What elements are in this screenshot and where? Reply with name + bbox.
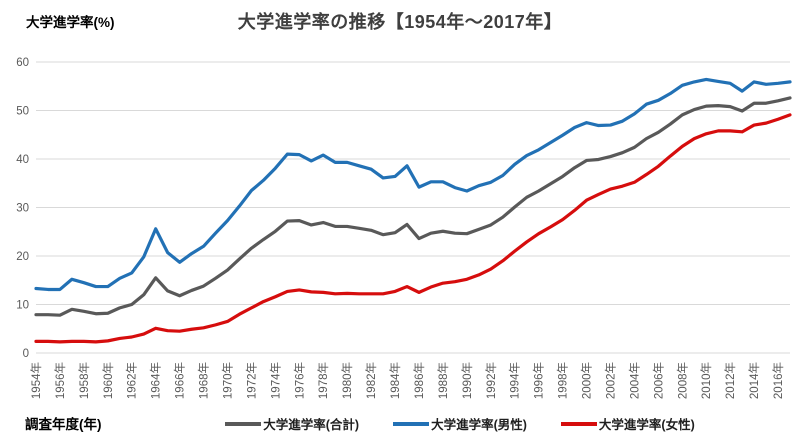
- legend-label-male: 大学進学率(男性): [431, 418, 527, 432]
- x-axis-title: 調査年度(年): [25, 417, 102, 432]
- legend: 大学進学率(合計) 大学進学率(男性) 大学進学率(女性): [120, 414, 800, 433]
- x-tick-label: 1962年: [125, 362, 139, 399]
- x-tick-label: 2012年: [723, 362, 737, 399]
- x-tick-label: 2010年: [699, 362, 713, 399]
- y-axis-title: 大学進学率(%): [26, 15, 115, 30]
- x-tick-label: 2002年: [603, 362, 617, 399]
- y-tick-label: 0: [23, 348, 29, 360]
- x-tick-label: 1986年: [412, 362, 426, 399]
- y-tick-label: 10: [16, 300, 29, 312]
- x-tick-label: 1980年: [340, 362, 354, 399]
- x-tick-label: 1960年: [101, 362, 115, 399]
- series-line-female: [34, 113, 792, 344]
- legend-label-total: 大学進学率(合計): [263, 418, 360, 432]
- x-tick-label: 2008年: [675, 362, 689, 399]
- x-tick-label: 2004年: [627, 362, 641, 399]
- x-tick-label: 1996年: [532, 362, 546, 399]
- x-tick-label: 1984年: [388, 362, 402, 399]
- legend-swatch-female: [560, 421, 597, 426]
- y-tick-label: 60: [16, 57, 29, 69]
- x-tick-label: 1958年: [77, 362, 91, 399]
- x-tick-label: 2016年: [771, 362, 785, 399]
- x-tick-label: 1988年: [436, 362, 450, 399]
- series-line-male: [34, 77, 792, 292]
- x-tick-label: 1992年: [484, 362, 498, 399]
- x-tick-label: 1956年: [53, 362, 67, 399]
- x-tick-label: 2006年: [651, 362, 665, 399]
- x-tick-label: 1982年: [364, 362, 378, 399]
- x-tick-label: 1978年: [316, 362, 330, 399]
- y-tick-label: 30: [16, 203, 29, 215]
- x-tick-label: 1970年: [220, 362, 234, 399]
- legend-label-female: 大学進学率(女性): [598, 418, 695, 432]
- x-tick-label: 1990年: [460, 362, 474, 399]
- y-tick-label: 50: [16, 106, 29, 118]
- legend-item-total: 大学進学率(合計): [225, 414, 359, 433]
- legend-swatch-male: [393, 421, 430, 426]
- y-tick-label: 20: [16, 251, 29, 263]
- x-tick-label: 1994年: [508, 362, 522, 399]
- legend-item-female: 大学進学率(女性): [560, 414, 695, 433]
- x-tick-label: 1968年: [197, 362, 211, 399]
- y-tick-label: 40: [16, 154, 29, 166]
- x-tick-label: 1954年: [29, 362, 43, 399]
- legend-item-male: 大学進学率(男性): [393, 414, 527, 433]
- x-tick-label: 1998年: [556, 362, 570, 399]
- x-tick-label: 1966年: [173, 362, 187, 399]
- x-tick-label: 1974年: [268, 362, 282, 399]
- legend-swatch-total: [225, 421, 262, 426]
- x-tick-label: 2000年: [580, 362, 594, 399]
- x-tick-label: 1964年: [149, 362, 163, 399]
- chart-title: 大学進学率の推移【1954年～2017年】: [237, 12, 563, 32]
- x-tick-label: 1976年: [292, 362, 306, 399]
- x-tick-label: 2014年: [747, 362, 761, 399]
- series-line-total: [34, 96, 792, 317]
- x-tick-label: 1972年: [244, 362, 258, 399]
